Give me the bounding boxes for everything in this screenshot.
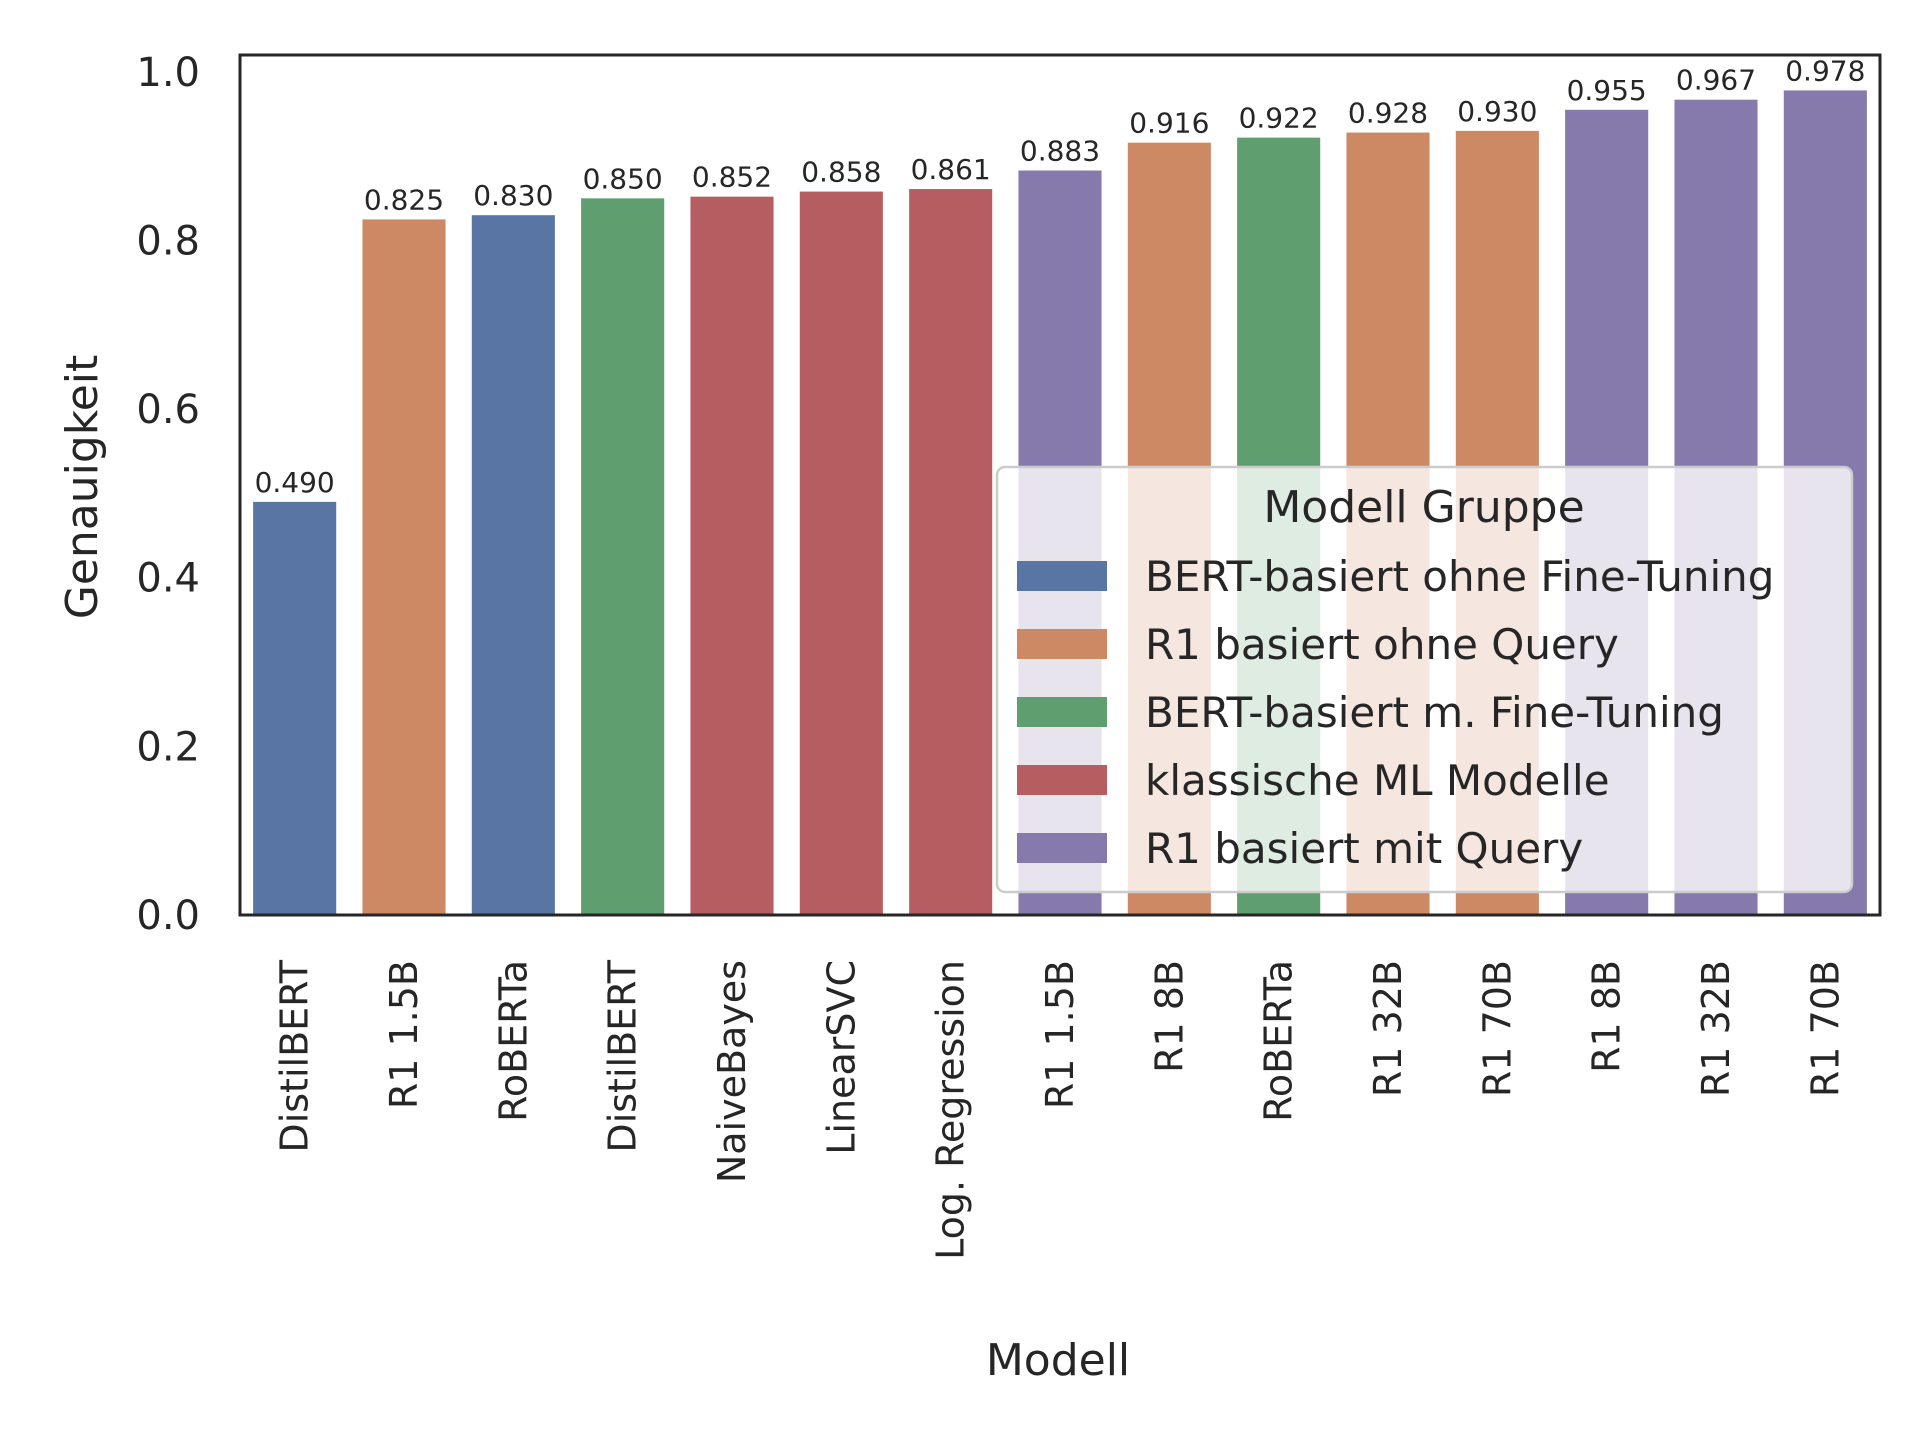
- y-tick-label: 0.4: [136, 556, 200, 602]
- x-tick-label: RoBERTa: [491, 960, 535, 1122]
- x-tick-label: DistilBERT: [273, 959, 317, 1152]
- x-tick-label: R1 8B: [1585, 960, 1629, 1073]
- legend-entry-label: klassische ML Modelle: [1145, 756, 1610, 805]
- bar: [471, 215, 555, 916]
- legend-title: Modell Gruppe: [1263, 482, 1584, 533]
- bar-value-label: 0.928: [1348, 97, 1428, 130]
- bar-value-label: 0.955: [1567, 74, 1647, 107]
- x-tick-label: Log. Regression: [929, 960, 973, 1260]
- bar-value-label: 0.861: [911, 153, 991, 186]
- legend-entry-label: BERT-basiert m. Fine-Tuning: [1145, 688, 1724, 737]
- x-tick-label: R1 1.5B: [382, 960, 426, 1109]
- legend-entries: BERT-basiert ohne Fine-Tuning R1 basiert …: [1017, 552, 1774, 873]
- bar: [799, 191, 883, 915]
- bar: [253, 501, 337, 915]
- legend-box: [995, 465, 1854, 894]
- y-tick-label: 1.0: [136, 50, 200, 96]
- bar-value-label: 0.852: [692, 161, 772, 194]
- bar-value-label: 0.830: [473, 179, 553, 212]
- y-axis-ticks: 0.0 0.2 0.4 0.6 0.8 1.0: [136, 50, 200, 939]
- y-axis-label: Genauigkeit: [57, 355, 108, 620]
- bar: [909, 189, 993, 915]
- y-tick-label: 0.0: [136, 893, 200, 939]
- x-axis-label: Modell: [986, 1335, 1130, 1386]
- x-tick-label: R1 1.5B: [1038, 960, 1082, 1109]
- legend-swatch: [1017, 561, 1107, 591]
- bar-value-label: 0.850: [583, 162, 663, 195]
- x-tick-label: RoBERTa: [1257, 960, 1301, 1122]
- bar-value-label: 0.967: [1676, 64, 1756, 97]
- legend-swatch: [1017, 697, 1107, 727]
- x-tick-label: R1 70B: [1475, 960, 1519, 1097]
- legend-swatch: [1017, 629, 1107, 659]
- y-tick-label: 0.8: [136, 218, 200, 264]
- value-labels: 0.490 0.825 0.830 0.850 0.852 0.858 0.861 0.883…: [255, 54, 1866, 498]
- legend-entry-label: BERT-basiert ohne Fine-Tuning: [1145, 552, 1774, 601]
- legend: Modell Gruppe BERT-basiert ohne Fine-Tun…: [995, 465, 1854, 894]
- legend-swatch: [1017, 833, 1107, 863]
- bar-value-label: 0.922: [1239, 102, 1319, 135]
- bar-value-label: 0.490: [255, 466, 335, 499]
- bar-value-label: 0.916: [1129, 107, 1209, 140]
- bar-value-label: 0.858: [801, 156, 881, 189]
- x-tick-label: R1 70B: [1803, 960, 1847, 1097]
- plot-area-frame: [238, 53, 1882, 917]
- bar: [362, 219, 446, 916]
- x-tick-label: R1 32B: [1694, 960, 1738, 1097]
- x-tick-label: DistilBERT: [601, 959, 645, 1152]
- bar-value-label: 0.930: [1457, 95, 1537, 128]
- bar-value-label: 0.883: [1020, 135, 1100, 168]
- x-tick-label: R1 8B: [1147, 960, 1191, 1073]
- y-tick-label: 0.6: [136, 387, 200, 433]
- y-tick-label: 0.2: [136, 724, 200, 770]
- bar: [581, 198, 665, 916]
- legend-swatch: [1017, 765, 1107, 795]
- x-tick-label: LinearSVC: [819, 960, 863, 1155]
- legend-entry-label: R1 basiert mit Query: [1145, 824, 1583, 873]
- bar: [690, 196, 774, 915]
- legend-entry-label: R1 basiert ohne Query: [1145, 620, 1619, 669]
- bar-value-label: 0.978: [1785, 54, 1865, 87]
- x-tick-label: R1 32B: [1366, 960, 1410, 1097]
- bar-value-label: 0.825: [364, 183, 444, 216]
- x-tick-label: NaiveBayes: [710, 960, 754, 1183]
- x-axis-ticks: DistilBERT R1 1.5B RoBERTa DistilBERT NaiveB…: [273, 959, 1848, 1260]
